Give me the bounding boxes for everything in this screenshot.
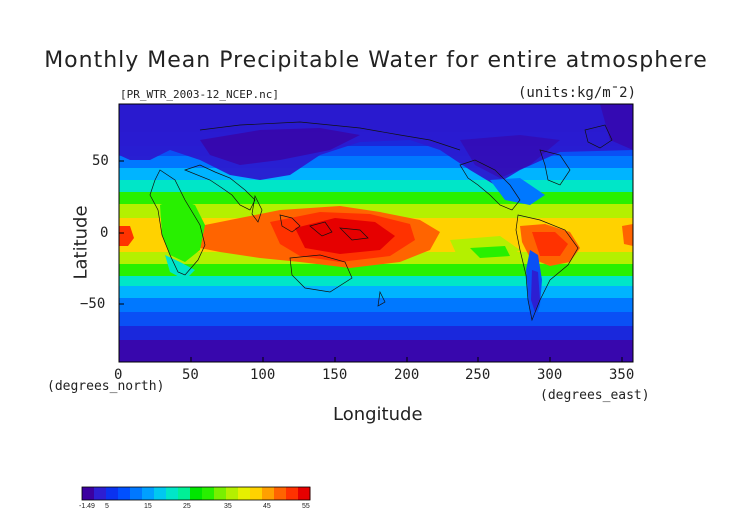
x-tick-label: 0: [114, 367, 123, 383]
colorbar-swatch: [94, 487, 107, 500]
colorbar-swatch: [154, 487, 167, 500]
units-label: (units:kg/m¯2): [518, 85, 637, 101]
x-tick-label: 350: [609, 367, 635, 383]
colorbar-swatch: [178, 487, 191, 500]
x-axis-label: Longitude: [333, 404, 423, 425]
x-ticks: [118, 357, 623, 362]
y-ticks: [119, 160, 124, 305]
colorbar-swatch: [274, 487, 287, 500]
colorbar-label: 25: [183, 503, 191, 510]
colorbar-label: 45: [263, 503, 271, 510]
chart-title: Monthly Mean Precipitable Water for enti…: [44, 48, 708, 73]
colorbar-label: 55: [302, 503, 310, 510]
colorbar-swatch: [118, 487, 131, 500]
y-tick-label: 50: [92, 153, 109, 169]
colorbar-frame: [81, 486, 311, 501]
colorbar-swatch: [142, 487, 155, 500]
colorbar-swatch: [166, 487, 179, 500]
colorbar-label: 15: [144, 503, 152, 510]
colorbar-swatch: [202, 487, 215, 500]
colorbar-swatch: [226, 487, 239, 500]
colorbar: [82, 487, 311, 500]
x-tick-label: 200: [394, 367, 420, 383]
colorbar-swatch: [238, 487, 251, 500]
y-axis-label: Latitude: [70, 205, 92, 280]
x-tick-label: 100: [250, 367, 276, 383]
source-file-label: [PR_WTR_2003-12_NCEP.nc]: [120, 88, 279, 101]
colorbar-swatch: [214, 487, 227, 500]
map-field: [119, 104, 633, 362]
colorbar-swatch: [250, 487, 263, 500]
coastlines: [149, 121, 613, 322]
x-tick-label: 150: [322, 367, 348, 383]
x-tick-label: 300: [537, 367, 563, 383]
colorbar-swatch: [190, 487, 203, 500]
x-unit-label: (degrees_east): [540, 388, 650, 403]
x-tick-label: 250: [465, 367, 491, 383]
y-unit-label: (degrees_north): [47, 379, 165, 394]
colorbar-label: -1.49: [79, 503, 95, 510]
colorbar-swatch: [106, 487, 119, 500]
colorbar-swatch: [130, 487, 143, 500]
y-tick-label: 0: [100, 225, 109, 241]
y-tick-label: −50: [80, 296, 106, 312]
colorbar-swatch: [298, 487, 311, 500]
x-tick-label: 50: [182, 367, 199, 383]
colorbar-swatch: [82, 487, 95, 500]
colorbar-swatch: [262, 487, 275, 500]
colorbar-label: 35: [224, 503, 232, 510]
colorbar-label: 5: [105, 503, 109, 510]
colorbar-swatch: [286, 487, 299, 500]
